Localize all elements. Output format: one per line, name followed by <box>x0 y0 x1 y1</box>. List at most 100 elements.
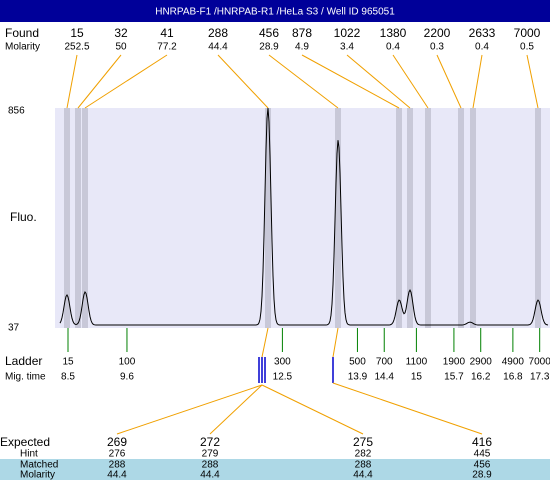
ladder-size: 4900 <box>502 357 525 368</box>
ladder-size: 7000 <box>529 357 550 368</box>
ladder-time: 12.5 <box>273 372 293 383</box>
plot-area <box>55 108 550 328</box>
ladder-size: 300 <box>274 357 291 368</box>
trace <box>59 108 549 326</box>
found-link <box>217 54 269 109</box>
found-band <box>335 108 341 328</box>
found-band <box>82 108 88 328</box>
expected-cell: 282 <box>355 449 372 460</box>
expected-cell: 288 <box>355 460 372 471</box>
found-molarity: 3.4 <box>340 42 354 53</box>
ladder-time: 17.3 <box>530 372 550 383</box>
y-tick-label: 37 <box>8 323 20 334</box>
found-size: 1380 <box>380 26 407 40</box>
found-link <box>346 54 411 109</box>
expected-cell: 44.4 <box>107 470 127 480</box>
found-link <box>526 54 539 109</box>
expected-cell: 44.4 <box>353 470 373 480</box>
expected-cell: 272 <box>200 435 220 449</box>
found-band <box>407 108 413 328</box>
ladder-time: 9.6 <box>120 372 134 383</box>
ladder-size: 700 <box>376 357 393 368</box>
found-size: 456 <box>259 26 279 40</box>
found-molarity: 0.4 <box>386 42 400 53</box>
found-label: Found <box>5 26 39 40</box>
expected-cell: 28.9 <box>472 470 492 480</box>
expected-cell: 288 <box>202 460 219 471</box>
found-size: 32 <box>114 26 128 40</box>
found-band <box>64 108 70 328</box>
row-label: Molarity <box>20 470 55 480</box>
expected-cell: 276 <box>109 449 126 460</box>
molarity-label: Molarity <box>5 42 40 53</box>
ladder-size: 100 <box>119 357 136 368</box>
ladder-size: 15 <box>62 357 74 368</box>
found-band <box>265 108 271 328</box>
expected-cell: 288 <box>109 460 126 471</box>
found-size: 7000 <box>514 26 541 40</box>
found-molarity: 4.9 <box>295 42 309 53</box>
found-link <box>66 54 78 109</box>
expected-link <box>261 384 364 435</box>
found-molarity: 44.4 <box>208 42 228 53</box>
expected-link <box>116 384 263 435</box>
found-band <box>425 108 431 328</box>
found-size: 1022 <box>334 26 361 40</box>
found-molarity: 0.3 <box>430 42 444 53</box>
ladder-time: 16.2 <box>471 372 491 383</box>
expected-cell: 456 <box>474 460 491 471</box>
marker-link <box>332 327 339 358</box>
found-molarity: 77.2 <box>157 42 177 53</box>
expected-link <box>332 382 483 435</box>
expected-cell: 44.4 <box>200 470 220 480</box>
found-band <box>396 108 402 328</box>
ladder-size: 500 <box>349 357 366 368</box>
found-link <box>268 54 339 109</box>
found-size: 2200 <box>424 26 451 40</box>
y-axis-label: Fluo. <box>10 210 37 224</box>
found-link <box>472 54 483 109</box>
found-band <box>75 108 81 328</box>
expected-cell: 416 <box>472 435 492 449</box>
title-bar <box>0 0 550 22</box>
found-band <box>470 108 476 328</box>
row-label: Hint <box>20 449 38 460</box>
found-size: 2633 <box>469 26 496 40</box>
expected-cell: 445 <box>474 449 491 460</box>
expected-cell: 275 <box>353 435 373 449</box>
found-molarity: 28.9 <box>259 42 279 53</box>
found-link <box>436 54 462 109</box>
ladder-time: 15.7 <box>444 372 464 383</box>
y-tick-label: 856 <box>8 106 25 117</box>
found-band <box>535 108 541 328</box>
found-size: 288 <box>208 26 228 40</box>
found-link <box>84 54 168 109</box>
ladder-time: 16.8 <box>503 372 523 383</box>
ladder-time: 15 <box>411 372 423 383</box>
ladder-time: 14.4 <box>375 372 395 383</box>
mig-time-label: Mig. time <box>5 372 46 383</box>
row-label: Matched <box>20 460 58 471</box>
found-link <box>392 54 429 109</box>
ladder-size: 1100 <box>406 357 428 368</box>
title: HNRPAB-F1 /HNRPAB-R1 /HeLa S3 / Well ID … <box>155 7 395 18</box>
expected-cell: 269 <box>107 435 127 449</box>
found-molarity: 50 <box>115 42 127 53</box>
expected-link <box>209 384 263 435</box>
found-link <box>301 54 400 109</box>
ladder-label: Ladder <box>5 354 42 368</box>
found-size: 15 <box>70 26 84 40</box>
expected-cell: 279 <box>202 449 219 460</box>
found-molarity: 0.5 <box>520 42 534 53</box>
found-band <box>458 108 464 328</box>
found-size: 41 <box>160 26 174 40</box>
found-link <box>77 54 122 109</box>
found-molarity: 0.4 <box>475 42 489 53</box>
found-molarity: 252.5 <box>64 42 89 53</box>
ladder-size: 1900 <box>443 357 466 368</box>
ladder-size: 2900 <box>470 357 493 368</box>
found-size: 878 <box>292 26 312 40</box>
ladder-time: 8.5 <box>61 372 75 383</box>
row-label: Expected <box>0 435 50 449</box>
